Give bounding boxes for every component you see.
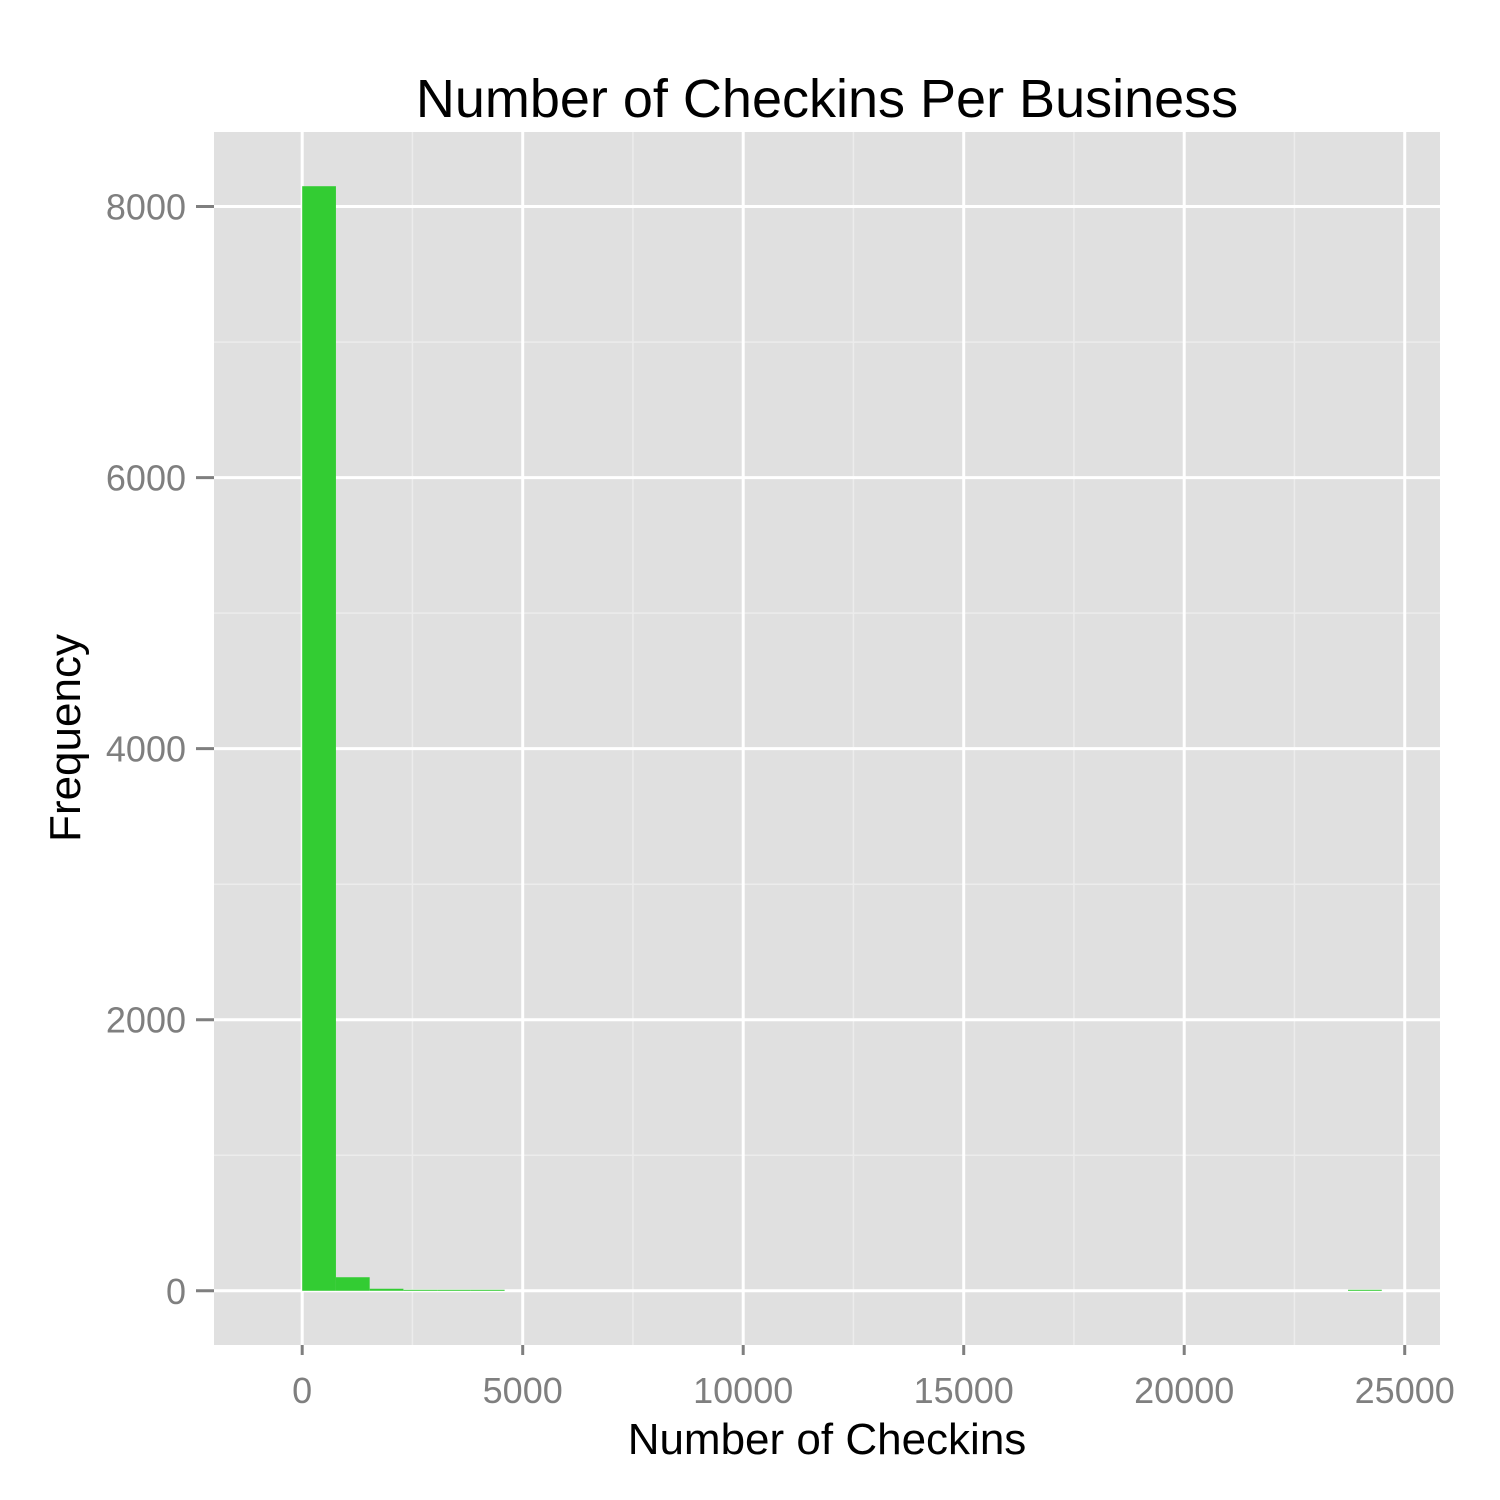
histogram-bars [302,186,1382,1291]
y-axis-title: Frequency [41,634,90,842]
histogram-bar [437,1289,471,1291]
y-tick-label: 4000 [106,729,186,770]
histogram-bar [1348,1289,1382,1291]
histogram-bar [335,1277,370,1291]
histogram-bar [470,1289,505,1291]
y-tick-label: 2000 [106,1000,186,1041]
x-tick-label: 15000 [914,1370,1014,1411]
y-tick-label: 0 [166,1271,186,1312]
y-tick-label: 6000 [106,458,186,499]
plot-panel [214,132,1440,1345]
histogram-bar [302,186,336,1291]
minor-grid [214,132,1440,1345]
y-axis: 0 2000 4000 6000 8000 [106,187,214,1312]
x-axis: 0 5000 10000 15000 20000 25000 [292,1345,1455,1411]
major-grid [214,132,1440,1345]
x-axis-title: Number of Checkins [628,1415,1027,1464]
histogram-bar [369,1288,404,1291]
x-tick-label: 10000 [693,1370,793,1411]
y-tick-label: 8000 [106,187,186,228]
histogram-bar [403,1289,438,1291]
x-tick-label: 0 [292,1370,312,1411]
chart-title: Number of Checkins Per Business [416,69,1238,129]
x-tick-label: 20000 [1134,1370,1234,1411]
x-tick-label: 5000 [483,1370,563,1411]
x-tick-label: 25000 [1355,1370,1455,1411]
